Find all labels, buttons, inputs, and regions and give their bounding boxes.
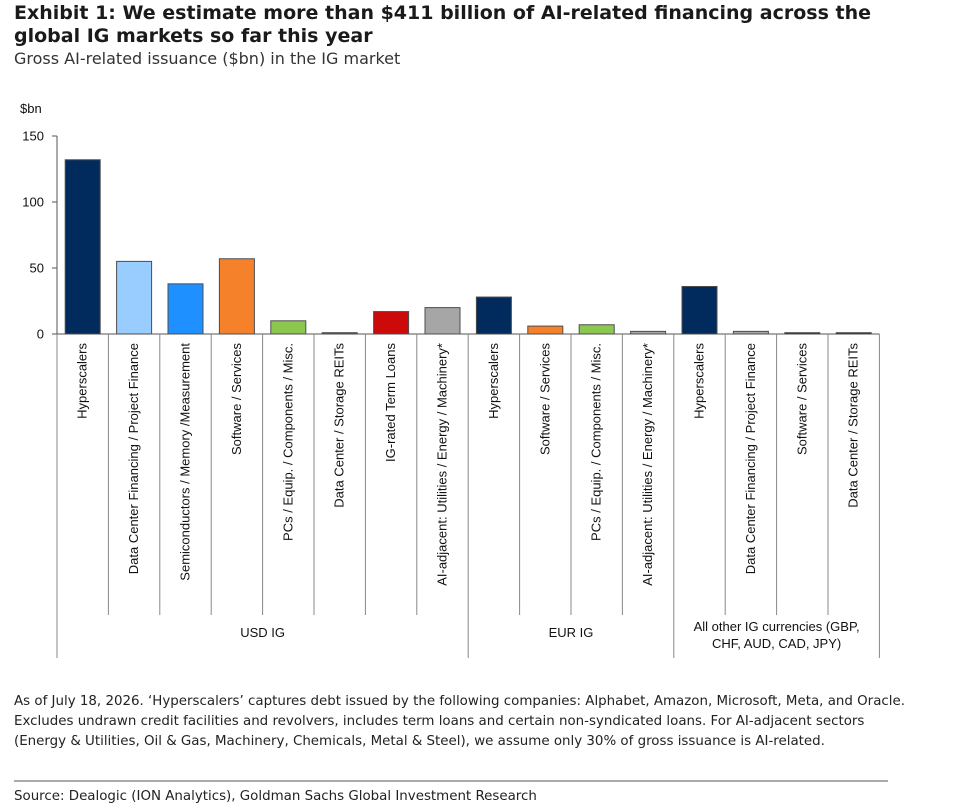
x-tick-label: Data Center Financing / Project Finance — [743, 343, 758, 574]
x-tick-label: Semiconductors / Memory /Measurement — [178, 343, 193, 581]
bar — [835, 332, 872, 335]
y-tick-label: 50 — [30, 261, 44, 276]
y-tick-label: 0 — [37, 327, 44, 342]
bar — [167, 283, 204, 335]
footnote: As of July 18, 2026. ‘Hyperscalers’ capt… — [14, 694, 905, 749]
bar-chart: $bn 0 50 100 150 Hyperscalers Data Center Fi… — [20, 101, 880, 658]
bar — [784, 332, 821, 335]
bar — [218, 258, 255, 335]
x-tick-label: Hyperscalers — [486, 343, 501, 419]
x-tick-label: Software / Services — [794, 343, 809, 455]
y-tick-label: 100 — [22, 195, 44, 210]
x-tick-label: PCs / Equip. / Components / Misc. — [280, 343, 295, 541]
bar — [475, 296, 512, 335]
x-tick-label: Data Center / Storage REITs — [846, 343, 861, 508]
bar — [116, 260, 153, 335]
y-axis-label: $bn — [20, 101, 42, 116]
bar — [373, 311, 410, 335]
group-label: USD IG — [240, 625, 285, 640]
y-tick-label: 150 — [22, 129, 44, 144]
bar — [578, 324, 615, 335]
bar — [64, 159, 101, 335]
x-tick-label: IG-rated Term Loans — [383, 343, 398, 462]
x-tick-labels: Hyperscalers Data Center Financing / Proj… — [75, 343, 861, 586]
chart-title: Exhibit 1: We estimate more than $411 bi… — [14, 2, 872, 47]
chart-axes: 0 50 100 150 — [22, 129, 880, 658]
x-tick-label: Data Center / Storage REITs — [332, 343, 347, 508]
bar — [270, 320, 307, 335]
chart-subtitle: Gross AI-related issuance ($bn) in the I… — [14, 49, 401, 68]
x-tick-label: Hyperscalers — [692, 343, 707, 419]
x-tick-label: Software / Services — [229, 343, 244, 455]
x-tick-label: Software / Services — [537, 343, 552, 455]
group-label: EUR IG — [549, 625, 594, 640]
x-tick-label: AI-adjacent: Utilities / Energy / Machin… — [435, 343, 450, 586]
bar — [630, 330, 667, 335]
group-labels: USD IG EUR IG All other IG currencies (GBP… — [240, 619, 859, 651]
bar — [321, 332, 358, 335]
source-note: Source: Dealogic (ION Analytics), Goldma… — [14, 789, 537, 804]
x-tick-label: PCs / Equip. / Components / Misc. — [589, 343, 604, 541]
group-label: All other IG currencies (GBP, CHF, AUD, C… — [694, 619, 860, 651]
bars — [64, 159, 872, 335]
x-tick-label: AI-adjacent: Utilities / Energy / Machin… — [640, 343, 655, 586]
bar — [732, 330, 769, 335]
bar — [681, 285, 718, 335]
x-tick-label: Hyperscalers — [75, 343, 90, 419]
x-tick-label: Data Center Financing / Project Finance — [126, 343, 141, 574]
divider — [14, 780, 888, 782]
bar — [424, 307, 461, 335]
bar — [527, 325, 564, 335]
